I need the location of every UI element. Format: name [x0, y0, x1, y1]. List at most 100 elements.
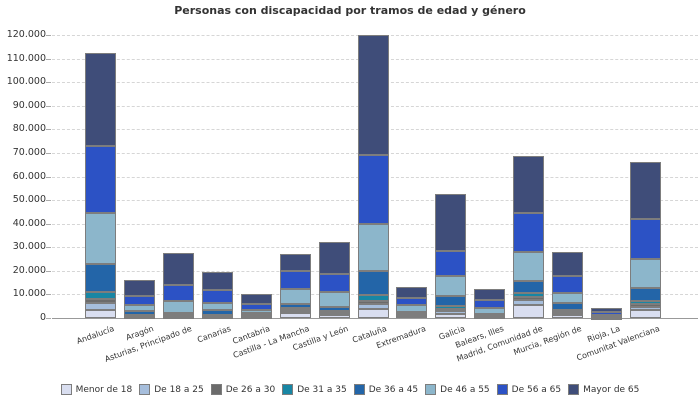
bar-segment[interactable]: [357, 294, 389, 302]
bar-segment[interactable]: [357, 301, 389, 304]
bar-segment[interactable]: [552, 276, 584, 293]
bar-segment[interactable]: [552, 292, 584, 304]
bar-segment[interactable]: [435, 276, 467, 297]
bar-segment[interactable]: [513, 304, 545, 318]
bar-segment[interactable]: [357, 308, 389, 318]
bar-segment[interactable]: [474, 315, 506, 318]
bar-segment[interactable]: [630, 301, 662, 305]
bar-segment[interactable]: [630, 306, 662, 310]
bar-segment[interactable]: [240, 313, 272, 316]
bar-segment[interactable]: [435, 251, 467, 276]
bar-segment[interactable]: [162, 252, 194, 286]
bar-segment[interactable]: [474, 300, 506, 309]
bar-segment[interactable]: [123, 314, 155, 317]
bar-segment[interactable]: [162, 312, 194, 315]
bar-segment[interactable]: [552, 252, 584, 277]
bar-segment[interactable]: [201, 309, 233, 315]
bar-segment[interactable]: [123, 311, 155, 315]
bar-segment[interactable]: [279, 313, 311, 318]
legend-item-mayor-de-65[interactable]: Mayor de 65: [568, 384, 639, 395]
bar-segment[interactable]: [318, 292, 350, 308]
bar-segment[interactable]: [435, 305, 467, 310]
bar-segment[interactable]: [318, 307, 350, 312]
bar-segment[interactable]: [513, 252, 545, 281]
bar-segment[interactable]: [552, 303, 584, 310]
bar-segment[interactable]: [85, 212, 116, 264]
bar-segment[interactable]: [513, 293, 545, 298]
bar-segment[interactable]: [513, 155, 545, 214]
bar-segment[interactable]: [123, 279, 155, 296]
bar-segment[interactable]: [435, 313, 467, 318]
bar-segment[interactable]: [474, 313, 506, 316]
bar-segment[interactable]: [123, 304, 155, 312]
bar-segment[interactable]: [396, 313, 428, 316]
bar-segment[interactable]: [279, 271, 311, 289]
bar-segment[interactable]: [591, 308, 623, 312]
legend-item-de-36-a-45[interactable]: De 36 a 45: [353, 384, 418, 395]
bar-segment[interactable]: [435, 310, 467, 314]
bar-segment[interactable]: [357, 223, 389, 271]
bar-segment[interactable]: [630, 304, 662, 307]
bar-segment[interactable]: [162, 285, 194, 301]
bar-segment[interactable]: [318, 273, 350, 293]
bar-segment[interactable]: [396, 311, 428, 314]
bar-segment[interactable]: [396, 305, 428, 312]
bar-segment[interactable]: [435, 309, 467, 312]
legend-item-de-31-a-35[interactable]: De 31 a 35: [282, 384, 347, 395]
bar-segment[interactable]: [279, 310, 311, 314]
bar-segment[interactable]: [85, 263, 116, 292]
bar-segment[interactable]: [630, 161, 662, 220]
bar-segment[interactable]: [630, 219, 662, 259]
bar-segment[interactable]: [630, 309, 662, 318]
bar-segment[interactable]: [513, 280, 545, 293]
bar-segment[interactable]: [318, 311, 350, 314]
bar-segment[interactable]: [201, 302, 233, 310]
bar-segment[interactable]: [85, 291, 116, 299]
bar-segment[interactable]: [85, 309, 116, 318]
bar-segment[interactable]: [162, 314, 194, 317]
bar-segment[interactable]: [552, 311, 584, 314]
bar-segment[interactable]: [357, 154, 389, 224]
bar-segment[interactable]: [474, 288, 506, 301]
bar-segment[interactable]: [396, 297, 428, 306]
bar-segment[interactable]: [201, 314, 233, 317]
legend-item-de-26-a-30[interactable]: De 26 a 30: [210, 384, 275, 395]
bar-segment[interactable]: [162, 300, 194, 313]
bar-segment[interactable]: [552, 314, 584, 318]
bar-segment[interactable]: [513, 299, 545, 305]
bar-segment[interactable]: [85, 146, 116, 213]
bar-segment[interactable]: [85, 53, 116, 147]
bar-segment[interactable]: [85, 303, 116, 310]
bar-segment[interactable]: [513, 213, 545, 253]
bar-segment[interactable]: [240, 315, 272, 318]
bar-segment[interactable]: [630, 258, 662, 289]
bar-segment[interactable]: [318, 242, 350, 274]
bar-segment[interactable]: [279, 303, 311, 308]
bar-segment[interactable]: [240, 310, 272, 314]
legend-item-de-46-a-55[interactable]: De 46 a 55: [425, 384, 490, 395]
legend-item-de-56-a-65[interactable]: De 56 a 65: [496, 384, 561, 395]
bar-segment[interactable]: [357, 270, 389, 295]
bar-segment[interactable]: [123, 295, 155, 305]
bar-segment[interactable]: [591, 314, 623, 317]
legend-item-menor-de-18[interactable]: Menor de 18: [60, 384, 132, 395]
bar-segment[interactable]: [240, 294, 272, 305]
bar-segment[interactable]: [357, 35, 389, 155]
legend-item-de-18-a-25[interactable]: De 18 a 25: [139, 384, 204, 395]
bar-segment[interactable]: [357, 303, 389, 309]
bar-segment[interactable]: [279, 307, 311, 310]
bar-segment[interactable]: [474, 308, 506, 314]
bar-segment[interactable]: [552, 309, 584, 312]
bar-segment[interactable]: [279, 253, 311, 272]
bar-segment[interactable]: [279, 288, 311, 304]
bar-segment[interactable]: [240, 304, 272, 311]
bar-segment[interactable]: [85, 298, 116, 304]
bar-segment[interactable]: [513, 297, 545, 300]
bar-segment[interactable]: [630, 288, 662, 302]
bar-segment[interactable]: [201, 272, 233, 290]
bar-segment[interactable]: [435, 193, 467, 251]
bar-segment[interactable]: [396, 286, 428, 298]
bar-segment[interactable]: [435, 296, 467, 306]
bar-segment[interactable]: [591, 311, 623, 315]
bar-segment[interactable]: [201, 289, 233, 303]
